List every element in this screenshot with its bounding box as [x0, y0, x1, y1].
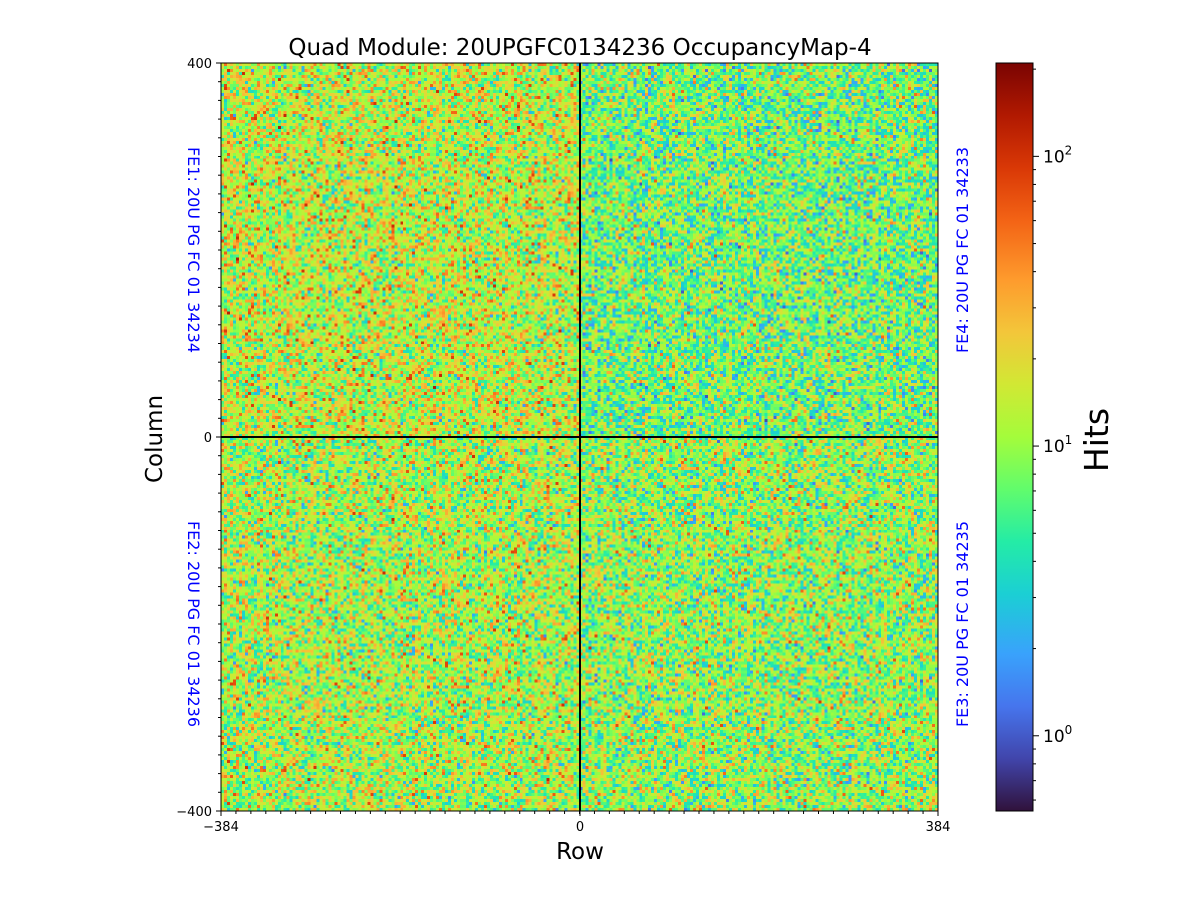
y-axis: 400 0 −400 Column — [142, 57, 221, 820]
y-axis-label: Column — [142, 395, 168, 483]
colorbar-tick-label: 101 — [1043, 433, 1072, 457]
colorbar-label: Hits — [1077, 408, 1116, 472]
x-tick-label-left: −384 — [203, 820, 239, 835]
colorbar: 100 101 102 Hits — [995, 62, 1116, 812]
x-axis: −384 0 384 Row — [203, 811, 950, 865]
plot-area — [218, 62, 939, 814]
chip-label-fe3: FE3: 20U PG FC 01 34235 — [953, 521, 972, 727]
chip-label-fe2: FE2: 20U PG FC 01 34236 — [184, 521, 203, 727]
chip-labels: FE1: 20U PG FC 01 34234 FE2: 20U PG FC 0… — [184, 147, 972, 727]
chip-label-fe1: FE1: 20U PG FC 01 34234 — [184, 147, 203, 353]
colorbar-ticks: 100 101 102 — [1033, 68, 1072, 801]
chip-label-fe4: FE4: 20U PG FC 01 34233 — [953, 147, 972, 353]
colorbar-gradient — [995, 62, 1034, 812]
y-tick-label-bottom: −400 — [176, 805, 212, 820]
x-tick-label-middle: 0 — [576, 820, 584, 835]
colorbar-tick-label: 102 — [1043, 143, 1072, 167]
colorbar-tick-label: 100 — [1043, 723, 1072, 747]
y-tick-label-top: 400 — [187, 57, 212, 72]
y-tick-label-middle: 0 — [204, 431, 212, 446]
x-tick-label-right: 384 — [926, 820, 951, 835]
x-axis-label: Row — [556, 839, 604, 865]
chart-title: Quad Module: 20UPGFC0134236 OccupancyMap… — [288, 35, 871, 61]
